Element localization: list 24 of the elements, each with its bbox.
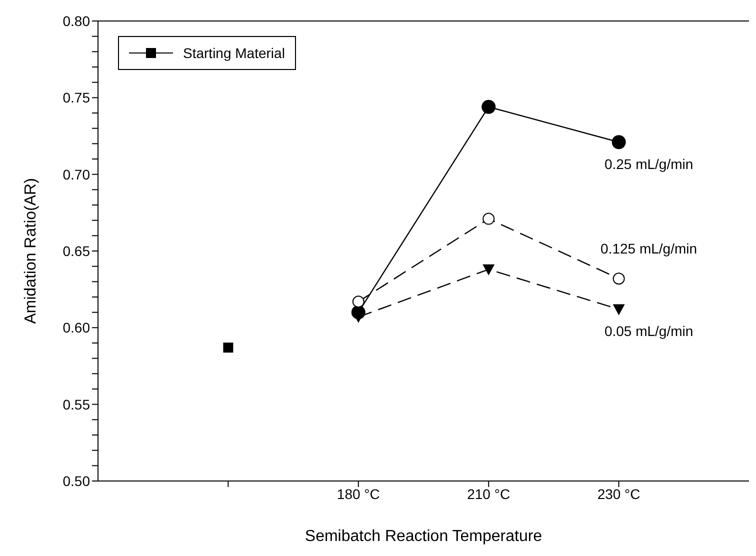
- point: [612, 272, 625, 285]
- y-tick-label: 0.60: [62, 320, 90, 336]
- point: [352, 296, 364, 308]
- y-axis-title: Amidation Ratio(AR): [22, 178, 40, 324]
- y-tick-label: 0.70: [62, 166, 90, 182]
- point: [612, 304, 625, 316]
- y-tick-label: 0.65: [62, 242, 90, 259]
- point: [612, 135, 626, 150]
- y-tick-label: 0.75: [62, 90, 90, 106]
- point: [482, 212, 495, 225]
- annotation: 0.125 mL/g/min: [600, 240, 698, 257]
- point: [482, 264, 495, 276]
- y-tick-label: 0.80: [62, 12, 90, 29]
- y-tick-label: 0.50: [62, 472, 90, 489]
- point: [482, 100, 496, 114]
- x-tick-label: 180 °C: [336, 486, 380, 502]
- annotation: 0.25 mL/g/min: [604, 156, 694, 172]
- y-tick-label: 0.55: [62, 396, 90, 412]
- legend-label: Starting Material: [182, 45, 285, 61]
- x-axis-title: Semibatch Reaction Temperature: [304, 528, 542, 545]
- annotation: 0.05 mL/g/min: [604, 323, 694, 340]
- x-tick-label: 230 °C: [597, 486, 640, 502]
- x-tick-label: 210 °C: [467, 486, 510, 502]
- point: [223, 342, 234, 353]
